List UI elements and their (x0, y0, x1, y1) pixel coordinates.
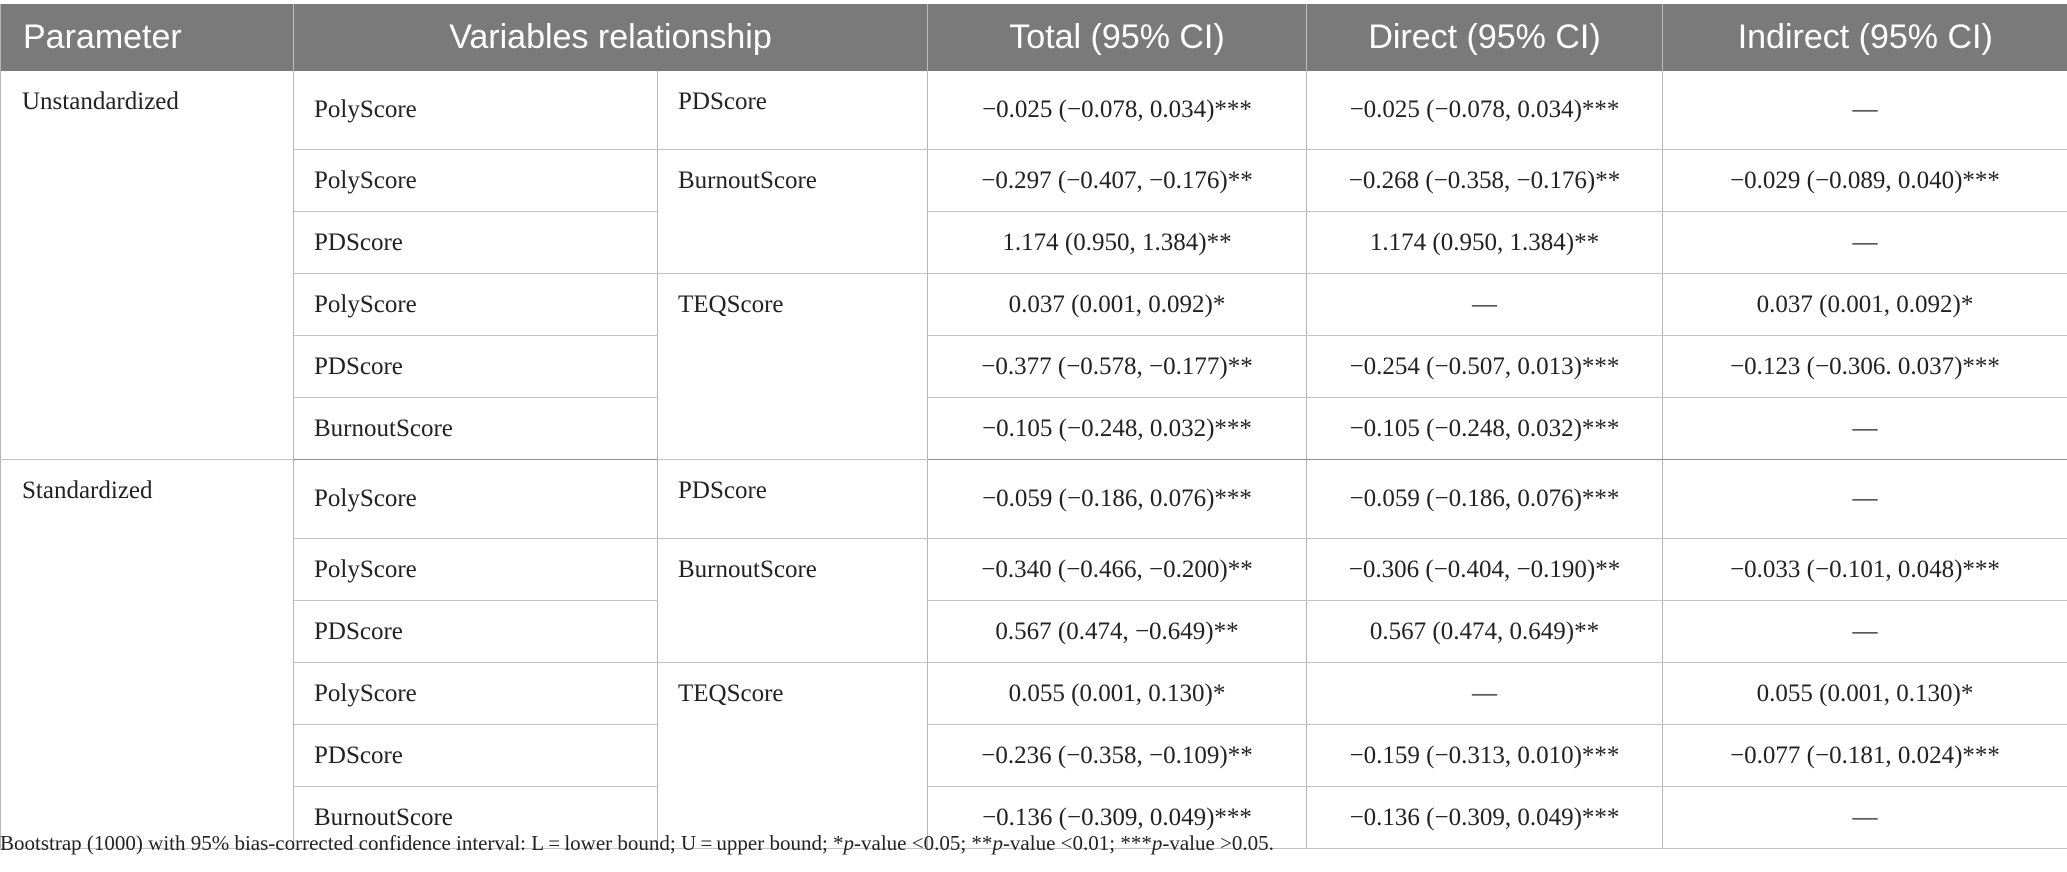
outcome-cell: BurnoutScore (657, 149, 928, 274)
direct-effect-cell: −0.254 (−0.507, 0.013)*** (1306, 335, 1663, 398)
footnote-text: -value <0.05; ** (854, 831, 993, 855)
direct-effect-cell: −0.159 (−0.313, 0.010)*** (1306, 724, 1663, 787)
outcome-cell: BurnoutScore (657, 538, 928, 663)
predictor-cell: BurnoutScore (293, 397, 658, 460)
direct-effect-cell: 1.174 (0.950, 1.384)** (1306, 211, 1663, 274)
header-parameter: Parameter (0, 4, 294, 71)
total-effect-cell: −0.377 (−0.578, −0.177)** (927, 335, 1307, 398)
outcome-cell: TEQScore (657, 662, 928, 849)
table-row: Standardized PolyScore PDScore −0.059 (−… (0, 459, 2067, 849)
indirect-effect-cell: — (1662, 71, 2067, 150)
total-effect-cell: 0.055 (0.001, 0.130)* (927, 662, 1307, 725)
predictor-cell: PolyScore (293, 71, 658, 150)
total-effect-cell: −0.105 (−0.248, 0.032)*** (927, 397, 1307, 460)
predictor-cell: PolyScore (293, 273, 658, 336)
predictor-cell: PolyScore (293, 459, 658, 539)
indirect-effect-cell: — (1662, 211, 2067, 274)
table-row: BurnoutScore −0.105 (−0.248, 0.032)*** −… (1, 397, 2067, 460)
table-row: PolyScore BurnoutScore −0.297 (−0.407, −… (1, 149, 2067, 274)
direct-effect-cell: — (1306, 273, 1663, 336)
outcome-cell: PDScore (657, 459, 928, 539)
total-effect-cell: −0.136 (−0.309, 0.049)*** (927, 786, 1307, 849)
predictor-cell: PolyScore (293, 662, 658, 725)
total-effect-cell: −0.340 (−0.466, −0.200)** (927, 538, 1307, 601)
table-footnote: Bootstrap (1000) with 95% bias-corrected… (0, 831, 1274, 856)
header-total: Total (95% CI) (927, 4, 1307, 71)
indirect-effect-cell: 0.055 (0.001, 0.130)* (1662, 662, 2067, 725)
table-row: Unstandardized PolyScore PDScore −0.025 … (0, 71, 2067, 460)
indirect-effect-cell: — (1662, 786, 2067, 849)
predictor-cell: PolyScore (293, 149, 658, 212)
footnote-p-symbol: p (992, 831, 1003, 855)
table-row: PolyScore BurnoutScore −0.340 (−0.466, −… (1, 538, 2067, 663)
footnote-text: -value <0.01; *** (1002, 831, 1152, 855)
footnote-text: -value >0.05. (1162, 831, 1274, 855)
direct-effect-cell: — (1306, 662, 1663, 725)
footnote-p-symbol: p (1151, 831, 1163, 855)
total-effect-cell: −0.236 (−0.358, −0.109)** (927, 724, 1307, 787)
indirect-effect-cell: −0.029 (−0.089, 0.040)*** (1662, 149, 2067, 212)
predictor-cell: PDScore (293, 724, 658, 787)
direct-effect-cell: −0.059 (−0.186, 0.076)*** (1306, 459, 1663, 539)
direct-effect-cell: −0.306 (−0.404, −0.190)** (1306, 538, 1663, 601)
total-effect-cell: 0.567 (0.474, −0.649)** (927, 600, 1307, 663)
total-effect-cell: −0.025 (−0.078, 0.034)*** (927, 71, 1307, 150)
indirect-effect-cell: 0.037 (0.001, 0.092)* (1662, 273, 2067, 336)
direct-effect-cell: 0.567 (0.474, 0.649)** (1306, 600, 1663, 663)
header-indirect: Indirect (95% CI) (1662, 4, 2067, 71)
direct-effect-cell: −0.025 (−0.078, 0.034)*** (1306, 71, 1663, 150)
predictor-cell: PolyScore (293, 538, 658, 601)
indirect-effect-cell: −0.077 (−0.181, 0.024)*** (1662, 724, 2067, 787)
footnote-text: Bootstrap (1000) with 95% bias-corrected… (0, 831, 844, 855)
indirect-effect-cell: — (1662, 459, 2067, 539)
table-row: PolyScore TEQScore 0.037 (0.001, 0.092)*… (1, 273, 2067, 460)
outcome-cell: PDScore (657, 71, 928, 150)
indirect-effect-cell: — (1662, 600, 2067, 663)
indirect-effect-cell: −0.033 (−0.101, 0.048)*** (1662, 538, 2067, 601)
predictor-cell: PDScore (293, 335, 658, 398)
table-row: BurnoutScore −0.136 (−0.309, 0.049)*** −… (1, 786, 2067, 849)
total-effect-cell: 0.037 (0.001, 0.092)* (927, 273, 1307, 336)
table-row: PDScore 1.174 (0.950, 1.384)** 1.174 (0.… (1, 211, 2067, 274)
table-row: PDScore −0.377 (−0.578, −0.177)** −0.254… (1, 335, 2067, 398)
table-row: PDScore −0.236 (−0.358, −0.109)** −0.159… (1, 724, 2067, 787)
total-effect-cell: −0.297 (−0.407, −0.176)** (927, 149, 1307, 212)
predictor-cell: PDScore (293, 600, 658, 663)
indirect-effect-cell: −0.123 (−0.306. 0.037)*** (1662, 335, 2067, 398)
outcome-cell: TEQScore (657, 273, 928, 460)
footnote-p-symbol: p (843, 831, 855, 855)
results-table: Parameter Variables relationship Total (… (0, 4, 2067, 849)
indirect-effect-cell: — (1662, 397, 2067, 460)
total-effect-cell: 1.174 (0.950, 1.384)** (927, 211, 1307, 274)
direct-effect-cell: −0.268 (−0.358, −0.176)** (1306, 149, 1663, 212)
table-row: PDScore 0.567 (0.474, −0.649)** 0.567 (0… (1, 600, 2067, 663)
header-variables-relationship: Variables relationship (293, 4, 928, 71)
header-direct: Direct (95% CI) (1306, 4, 1663, 71)
direct-effect-cell: −0.105 (−0.248, 0.032)*** (1306, 397, 1663, 460)
predictor-cell: PDScore (293, 211, 658, 274)
parameter-cell: Unstandardized (0, 71, 294, 460)
total-effect-cell: −0.059 (−0.186, 0.076)*** (927, 459, 1307, 539)
table-row: PolyScore TEQScore 0.055 (0.001, 0.130)*… (1, 662, 2067, 849)
parameter-cell: Standardized (0, 459, 294, 849)
results-table-container: Parameter Variables relationship Total (… (0, 4, 2067, 849)
direct-effect-cell: −0.136 (−0.309, 0.049)*** (1306, 786, 1663, 849)
predictor-cell: BurnoutScore (293, 786, 658, 849)
table-header-row: Parameter Variables relationship Total (… (0, 4, 2067, 71)
